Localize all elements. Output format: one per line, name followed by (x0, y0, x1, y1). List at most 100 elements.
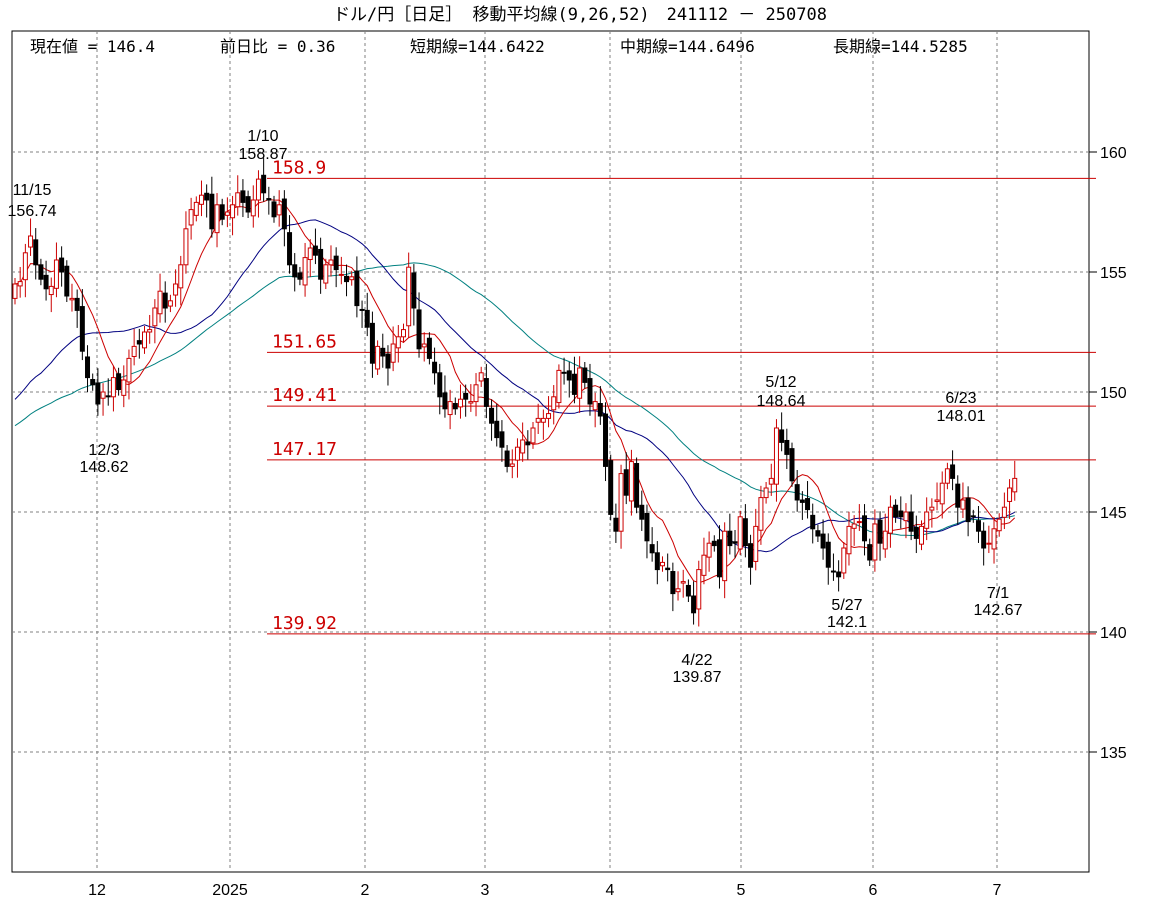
candle-body (851, 523, 857, 529)
annotation-value: 148.64 (757, 393, 806, 410)
candle-body (546, 413, 552, 419)
annotation-value: 142.1 (827, 614, 867, 631)
candle-body (784, 439, 790, 455)
candle-body (794, 484, 800, 501)
candle-body (810, 514, 816, 530)
chart-title: ドル/円［日足］ 移動平均線(9,26,52) 241112 － 250708 (333, 5, 827, 25)
x-tick-label: 2 (361, 882, 370, 899)
candles (12, 157, 1018, 627)
candle-body (965, 497, 971, 523)
candle-body (209, 193, 215, 230)
candle-body (338, 273, 344, 276)
candle-body (805, 498, 811, 511)
candle-body (85, 356, 91, 379)
candle-body (390, 343, 396, 363)
candle-body (90, 379, 96, 386)
candle-body (307, 247, 313, 261)
candle-body (473, 384, 479, 403)
x-tick-label: 4 (606, 882, 615, 899)
candle-body (577, 367, 583, 399)
horizontal-levels: 158.9 151.65 149.41 147.17 139.92 (267, 157, 1096, 635)
candle-body (660, 561, 665, 567)
candle-body (53, 259, 59, 289)
candle-body (986, 542, 992, 545)
info-short-ma: 短期線=144.6422 (410, 37, 545, 56)
candle-body (116, 373, 122, 391)
candle-body (820, 533, 826, 549)
candle-body (753, 525, 759, 562)
info-long-ma: 長期線=144.5285 (833, 37, 968, 56)
candle-body (447, 401, 453, 416)
candle-body (261, 174, 267, 194)
x-tick-label: 6 (869, 882, 878, 899)
candle-body (162, 292, 168, 309)
x-tick-label: 12 (88, 882, 106, 899)
candle-body (582, 367, 588, 383)
candle-body (452, 403, 458, 410)
candle-body (566, 370, 572, 381)
candle-body (432, 361, 438, 374)
candle-body (198, 194, 204, 205)
candle-body (468, 401, 474, 404)
candle-body (457, 398, 463, 408)
candle-body (867, 544, 873, 561)
candle-body (561, 371, 567, 374)
y-tick-label: 145 (1100, 505, 1127, 522)
candle-body (328, 259, 334, 266)
candle-body (991, 528, 997, 550)
candle-body (856, 521, 862, 524)
candle-body (520, 439, 526, 454)
y-tick-label: 140 (1100, 625, 1127, 642)
plot-frame (11, 30, 1090, 873)
candle-body (297, 272, 303, 280)
y-axis: 135 140 145 150 155 160 (1089, 145, 1127, 762)
candle-body (571, 373, 577, 395)
info-bar: 現在値 = 146.4 前日比 = 0.36 短期線=144.6422 中期線=… (30, 37, 968, 56)
candle-body (489, 407, 495, 424)
candle-body (219, 204, 225, 220)
candle-body (375, 345, 381, 370)
candle-body (634, 463, 640, 508)
candle-body (815, 530, 821, 537)
mid-ma-line (14, 219, 1015, 553)
candle-body (183, 228, 189, 266)
candle-body (131, 345, 137, 357)
candle-body (862, 515, 868, 542)
candle-body (670, 571, 676, 595)
level-label: 149.41 (272, 385, 337, 406)
candle-body (530, 427, 536, 444)
candle-body (742, 518, 748, 547)
candle-body (613, 517, 619, 532)
candle-body (639, 504, 645, 520)
candle-body (255, 178, 261, 201)
candle-body (737, 516, 743, 550)
candle-body (551, 396, 557, 411)
candle-body (919, 525, 924, 545)
annotation-value: 148.01 (937, 408, 986, 425)
candle-body (929, 506, 935, 511)
candle-body (716, 539, 722, 578)
candle-body (385, 353, 391, 369)
candle-body (944, 468, 950, 484)
candle-body (955, 483, 961, 508)
candle-body (121, 379, 127, 396)
annotation-date: 5/12 (765, 374, 796, 391)
y-tick-label: 135 (1100, 745, 1127, 762)
candle-body (281, 198, 287, 230)
level-label: 158.9 (272, 157, 326, 178)
candle-body (846, 525, 852, 555)
candle-body (556, 369, 562, 404)
candle-body (28, 235, 34, 248)
candle-body (245, 196, 251, 213)
candle-body (271, 201, 277, 218)
candle-body (887, 506, 893, 534)
candle-body (882, 530, 888, 550)
candle-body (369, 322, 375, 364)
candle-body (758, 497, 764, 531)
candle-body (504, 450, 510, 467)
candle-body (1001, 506, 1007, 518)
candle-body (836, 571, 842, 578)
candle-body (354, 270, 360, 307)
